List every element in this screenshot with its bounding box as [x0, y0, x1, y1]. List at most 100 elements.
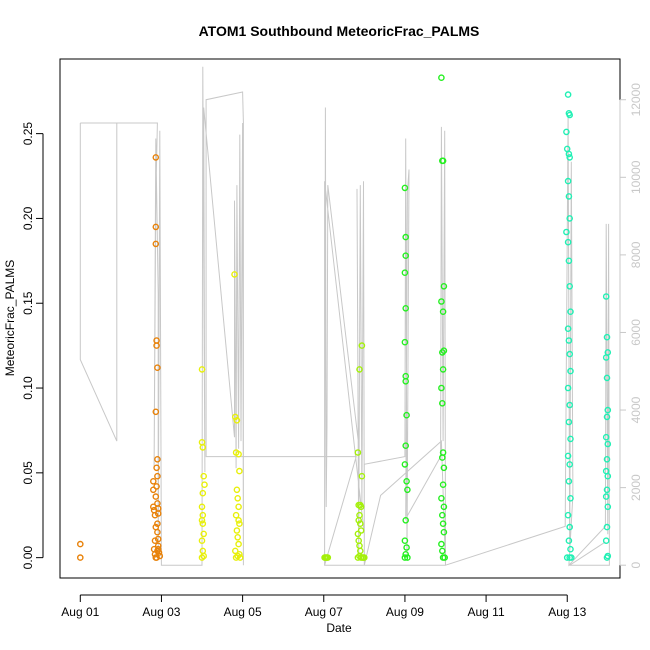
series-group: [77, 154, 164, 561]
data-point: [354, 530, 362, 538]
data-point: [564, 384, 572, 392]
data-point: [154, 545, 162, 553]
data-point: [566, 350, 574, 358]
data-point: [563, 228, 570, 236]
data-point: [563, 128, 570, 136]
data-point: [198, 554, 206, 561]
data-point: [566, 154, 574, 161]
data-point: [439, 157, 447, 165]
data-point: [155, 549, 163, 556]
data-point: [567, 545, 574, 553]
data-point: [199, 520, 207, 528]
data-point: [236, 554, 244, 561]
data-point: [358, 342, 366, 349]
data-point: [154, 535, 162, 543]
data-point: [440, 282, 448, 290]
data-point: [565, 150, 573, 158]
data-point: [403, 411, 410, 419]
data-point: [154, 500, 161, 507]
data-point: [357, 503, 365, 511]
y-axis-label: MeteoricFrac_PALMS: [3, 260, 17, 376]
data-point: [438, 454, 446, 461]
data-point: [402, 233, 410, 241]
data-point: [356, 520, 364, 528]
data-point: [151, 511, 159, 519]
data-point: [198, 366, 206, 373]
data-point: [402, 252, 410, 259]
data-point: [356, 542, 363, 550]
x-tick-label: Aug 05: [224, 605, 262, 619]
data-point: [566, 282, 574, 290]
x-tick-label: Aug 09: [386, 605, 424, 619]
data-point: [602, 293, 610, 300]
data-point: [154, 364, 161, 372]
data-point: [603, 554, 611, 561]
data-point: [236, 467, 243, 475]
data-point: [566, 215, 574, 222]
data-point: [603, 455, 611, 463]
data-point: [324, 554, 332, 561]
data-point: [236, 551, 243, 558]
data-point: [402, 377, 410, 385]
data-point: [565, 193, 573, 200]
data-point: [153, 464, 160, 472]
data-point: [440, 503, 448, 511]
data-point: [200, 472, 207, 480]
data-point: [439, 366, 447, 373]
data-point: [565, 477, 573, 485]
data-point: [603, 333, 611, 341]
data-point: [152, 223, 160, 231]
data-point: [439, 308, 447, 316]
data-point: [604, 503, 612, 511]
x-axis-label: Date: [326, 621, 352, 635]
data-point: [233, 527, 241, 534]
secondary-tick-label: 12000: [629, 83, 643, 117]
data-point: [602, 537, 610, 545]
data-point: [402, 442, 410, 450]
data-point: [233, 416, 241, 424]
data-point: [154, 455, 161, 463]
data-point: [199, 547, 207, 555]
data-point: [154, 472, 161, 480]
data-point: [156, 552, 164, 560]
data-point: [401, 537, 409, 545]
data-point: [438, 494, 445, 502]
y-tick-label: 0.05: [21, 461, 35, 485]
data-point: [358, 472, 366, 480]
data-point: [567, 494, 574, 502]
data-point: [231, 271, 238, 278]
data-point: [154, 528, 161, 536]
data-point: [354, 449, 362, 456]
data-point: [564, 238, 572, 246]
data-point: [602, 433, 610, 441]
axes-layer: 0.00 0.05 0.10 0.15 0.20 0.25 Aug 01 Aug 03 Aug …: [21, 83, 643, 619]
data-point: [153, 342, 160, 349]
data-point: [401, 338, 409, 346]
data-point: [438, 547, 446, 555]
data-point: [602, 354, 610, 361]
data-point: [604, 440, 612, 448]
data-point: [438, 298, 445, 305]
secondary-tick-label: 10000: [629, 160, 643, 194]
data-point: [77, 540, 84, 548]
x-tick-label: Aug 13: [548, 605, 586, 619]
data-point: [402, 304, 410, 312]
data-point: [401, 184, 409, 192]
data-point: [401, 554, 409, 561]
data-point: [403, 477, 410, 485]
data-point: [198, 517, 206, 524]
data-point: [564, 511, 572, 519]
data-point: [604, 472, 612, 480]
series-group: [321, 342, 368, 561]
data-point: [441, 554, 449, 561]
data-point: [149, 486, 157, 494]
data-point: [234, 494, 241, 502]
x-tick-label: Aug 07: [305, 605, 343, 619]
data-point: [566, 111, 574, 119]
data-point: [565, 257, 573, 265]
data-points-layer: [77, 74, 612, 561]
data-point: [438, 349, 446, 356]
data-point: [566, 461, 574, 468]
data-point: [564, 177, 572, 185]
